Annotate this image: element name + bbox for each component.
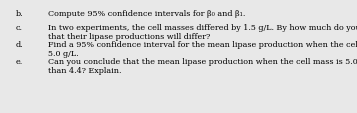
Text: 5.0 g/L.: 5.0 g/L. [48,49,79,57]
Text: b.: b. [16,10,24,18]
Text: than 4.4? Explain.: than 4.4? Explain. [48,66,122,74]
Text: that their lipase productions will differ?: that their lipase productions will diffe… [48,32,211,40]
Text: In two experiments, the cell masses differed by 1.5 g/L. By how much do you esti: In two experiments, the cell masses diff… [48,23,357,31]
Text: d.: d. [16,40,24,48]
Text: e.: e. [16,57,23,65]
Text: Compute 95% confidence intervals for β₀ and β₁.: Compute 95% confidence intervals for β₀ … [48,10,246,18]
Text: Find a 95% confidence interval for the mean lipase production when the cell mass: Find a 95% confidence interval for the m… [48,40,357,48]
Text: c.: c. [16,23,23,31]
Text: Can you conclude that the mean lipase production when the cell mass is 5.0 g/L i: Can you conclude that the mean lipase pr… [48,57,357,65]
